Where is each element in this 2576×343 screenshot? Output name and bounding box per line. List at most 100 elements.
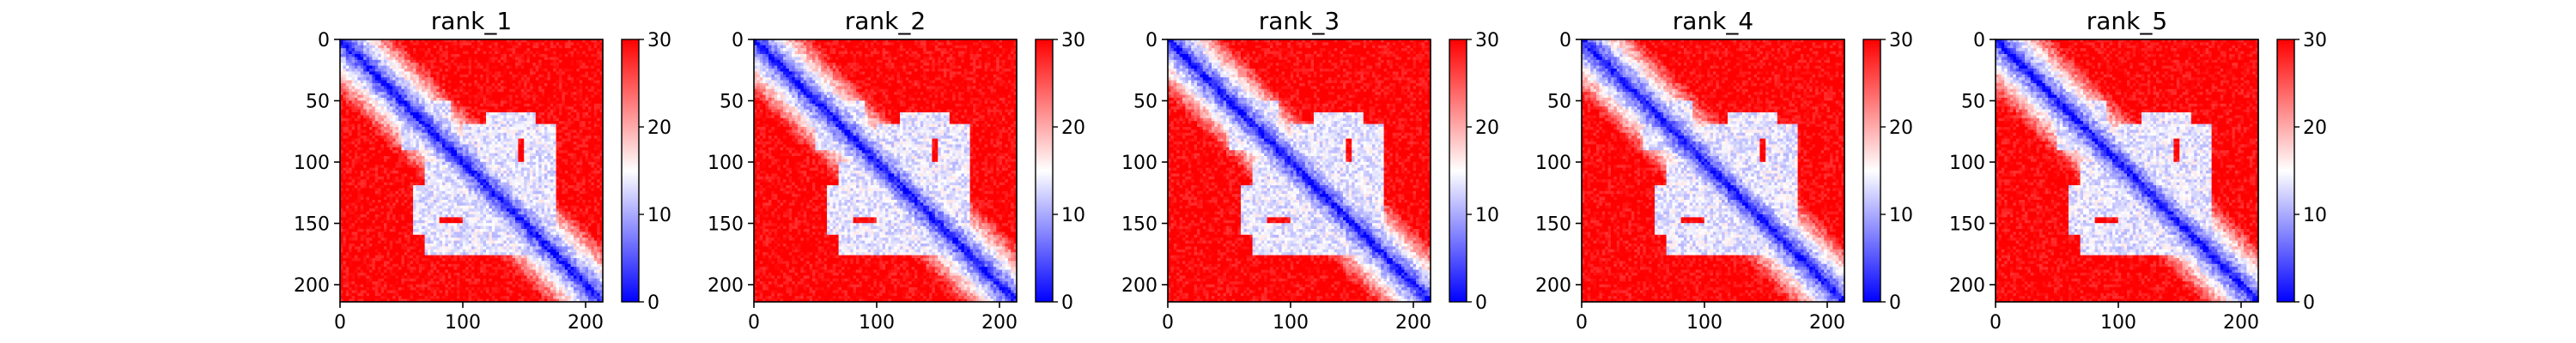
heatmap-cell [574,88,577,93]
heatmap-cell [389,86,393,90]
heatmap-cell [433,150,437,154]
heatmap-cell [416,39,420,43]
heatmap-cell [395,51,399,55]
heatmap-cell [564,69,568,72]
heatmap-cell [579,57,583,61]
heatmap-cell [445,83,449,87]
heatmap-cell [568,57,572,61]
heatmap-cell [442,88,446,93]
heatmap-cell [401,65,405,69]
heatmap-cell [532,88,537,93]
heatmap-cell [453,54,458,57]
heatmap-cell [374,54,379,57]
heatmap-cell [570,86,574,90]
heatmap-cell [501,59,504,63]
heatmap-cell [386,71,391,75]
heatmap-cell [389,39,393,43]
heatmap-cell [599,80,604,84]
heatmap-cell [576,71,580,75]
heatmap-cell [424,42,428,46]
heatmap-cell [374,71,379,75]
heatmap-cell [422,54,426,57]
heatmap-cell [576,65,580,69]
heatmap-cells [340,39,604,303]
heatmap-cell [424,74,428,78]
heatmap-cell [579,103,583,107]
heatmap-cell [430,69,434,72]
heatmap-cell [556,103,560,107]
heatmap-cell [372,54,376,57]
heatmap-cell [436,88,440,93]
heatmap-cell [398,74,402,78]
heatmap-cell [363,65,368,69]
heatmap-cell [465,88,470,93]
heatmap-cell [568,86,572,90]
heatmap-cell [547,77,551,81]
heatmap-cell [457,80,460,84]
heatmap-cell [343,100,347,105]
heatmap-cell [343,51,347,55]
heatmap-cell [404,103,408,107]
heatmap-cell [357,63,361,67]
heatmap-cell [532,65,537,69]
heatmap-cell [570,65,574,69]
heatmap-cell [457,74,460,78]
heatmap-cell [599,77,604,81]
heatmap-cell [509,51,513,55]
heatmap-cell [564,71,568,75]
heatmap-cell [351,59,355,63]
heatmap-cell [562,65,566,69]
heatmap-cell [520,48,525,52]
heatmap-cell [559,94,562,99]
heatmap-cell [428,77,431,81]
heatmap-cell [576,45,580,49]
heatmap-cell [535,92,539,96]
heatmap-cell [568,74,572,78]
heatmap-cell [556,51,560,55]
heatmap-cell [389,135,393,140]
heatmap-cell [599,48,604,52]
heatmap-cell [404,165,408,169]
heatmap-cell [445,71,449,75]
heatmap-cell [474,103,478,107]
heatmap-cell [497,71,501,75]
heatmap-cell [486,100,489,105]
heatmap-cell [489,86,493,90]
heatmap-cell [541,94,545,99]
heatmap-cell [436,51,440,55]
heatmap-cell [395,65,399,69]
heatmap-cell [509,86,513,90]
heatmap-cell [401,106,405,111]
heatmap-cell [424,39,428,43]
heatmap-cell [410,74,414,78]
heatmap-cell [447,45,452,49]
heatmap-cell [520,100,525,105]
heatmap-cell [495,83,499,87]
heatmap-cell [451,63,455,67]
heatmap-cell [465,51,470,55]
heatmap-cell [459,86,464,90]
heatmap-cell [404,45,408,49]
heatmap-cell [340,94,343,99]
heatmap-cell [597,103,601,107]
heatmap-cell [468,57,472,61]
heatmap-cell [445,92,449,96]
heatmap-cell [424,77,428,81]
heatmap-cell [518,94,522,99]
heatmap-cell [518,48,522,52]
heatmap-cell [462,39,466,43]
heatmap-cell [530,103,533,107]
heatmap-cell [384,80,387,84]
heatmap-cell [398,88,402,93]
heatmap-cell [538,77,543,81]
heatmap-cell [436,100,440,105]
heatmap-cell [465,69,470,72]
heatmap-cell [413,69,416,72]
heatmap-cell [480,83,484,87]
heatmap-cell [418,98,422,101]
heatmap-cell [418,57,422,61]
heatmap-cell [439,51,443,55]
heatmap-cell [480,69,484,72]
heatmap-cell [424,69,428,72]
heatmap-cell [559,54,562,57]
